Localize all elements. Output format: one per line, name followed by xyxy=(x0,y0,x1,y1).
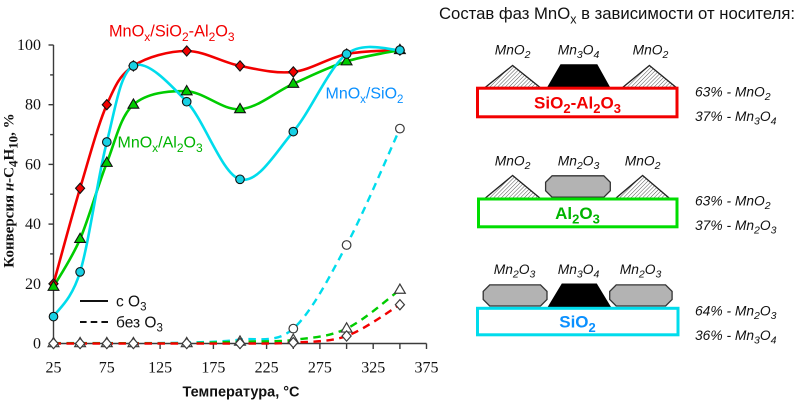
svg-text:MnOx/SiO2-Al2O3: MnOx/SiO2-Al2O3 xyxy=(109,23,235,45)
svg-text:Конверсия н-C4H10, %: Конверсия н-C4H10, % xyxy=(2,113,21,267)
svg-text:Mn2O3: Mn2O3 xyxy=(620,262,662,281)
svg-text:80: 80 xyxy=(25,97,41,114)
svg-text:60: 60 xyxy=(25,156,41,173)
svg-text:MnOx/SiO2: MnOx/SiO2 xyxy=(326,86,404,107)
svg-text:Mn3O4: Mn3O4 xyxy=(558,262,600,281)
svg-text:275: 275 xyxy=(308,360,332,377)
svg-text:25: 25 xyxy=(46,360,62,377)
svg-text:375: 375 xyxy=(415,360,439,377)
svg-text:MnO2: MnO2 xyxy=(625,154,661,173)
svg-text:125: 125 xyxy=(148,360,172,377)
svg-text:40: 40 xyxy=(25,216,41,233)
svg-text:MnO2: MnO2 xyxy=(495,43,531,62)
svg-text:20: 20 xyxy=(25,276,41,293)
svg-text:Mn2O3: Mn2O3 xyxy=(494,262,536,281)
svg-text:MnO2: MnO2 xyxy=(495,154,531,173)
svg-text:Mn2O3: Mn2O3 xyxy=(558,154,600,173)
svg-text:63% - MnO2: 63% - MnO2 xyxy=(695,194,771,213)
svg-text:Состав фаз MnOx в зависимости: Состав фаз MnOx в зависимости от носител… xyxy=(439,4,795,27)
svg-text:Температура, °C: Температура, °C xyxy=(182,385,300,401)
svg-text:Al2O3: Al2O3 xyxy=(555,204,600,227)
svg-text:Mn3O4: Mn3O4 xyxy=(558,43,600,62)
svg-text:без O3: без O3 xyxy=(116,315,163,335)
svg-text:100: 100 xyxy=(17,37,41,54)
svg-text:225: 225 xyxy=(255,360,279,377)
svg-text:с O3: с O3 xyxy=(116,294,147,314)
svg-text:325: 325 xyxy=(361,360,385,377)
svg-text:MnO2: MnO2 xyxy=(633,43,669,62)
svg-text:SiO2: SiO2 xyxy=(559,313,596,336)
svg-text:63% - MnO2: 63% - MnO2 xyxy=(695,85,771,104)
svg-text:175: 175 xyxy=(201,360,225,377)
svg-text:0: 0 xyxy=(33,336,41,353)
svg-text:75: 75 xyxy=(99,360,115,377)
